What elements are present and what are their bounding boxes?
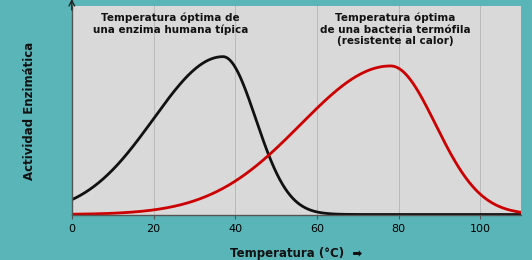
Text: Temperatura óptima
de una bacteria termófila
(resistente al calor): Temperatura óptima de una bacteria termó… xyxy=(320,13,471,47)
Text: Temperatura (°C)  ➡: Temperatura (°C) ➡ xyxy=(230,247,363,260)
Text: Actividad Enzimática: Actividad Enzimática xyxy=(23,41,36,180)
Text: Temperatura óptima de
una enzima humana típica: Temperatura óptima de una enzima humana … xyxy=(93,13,248,35)
